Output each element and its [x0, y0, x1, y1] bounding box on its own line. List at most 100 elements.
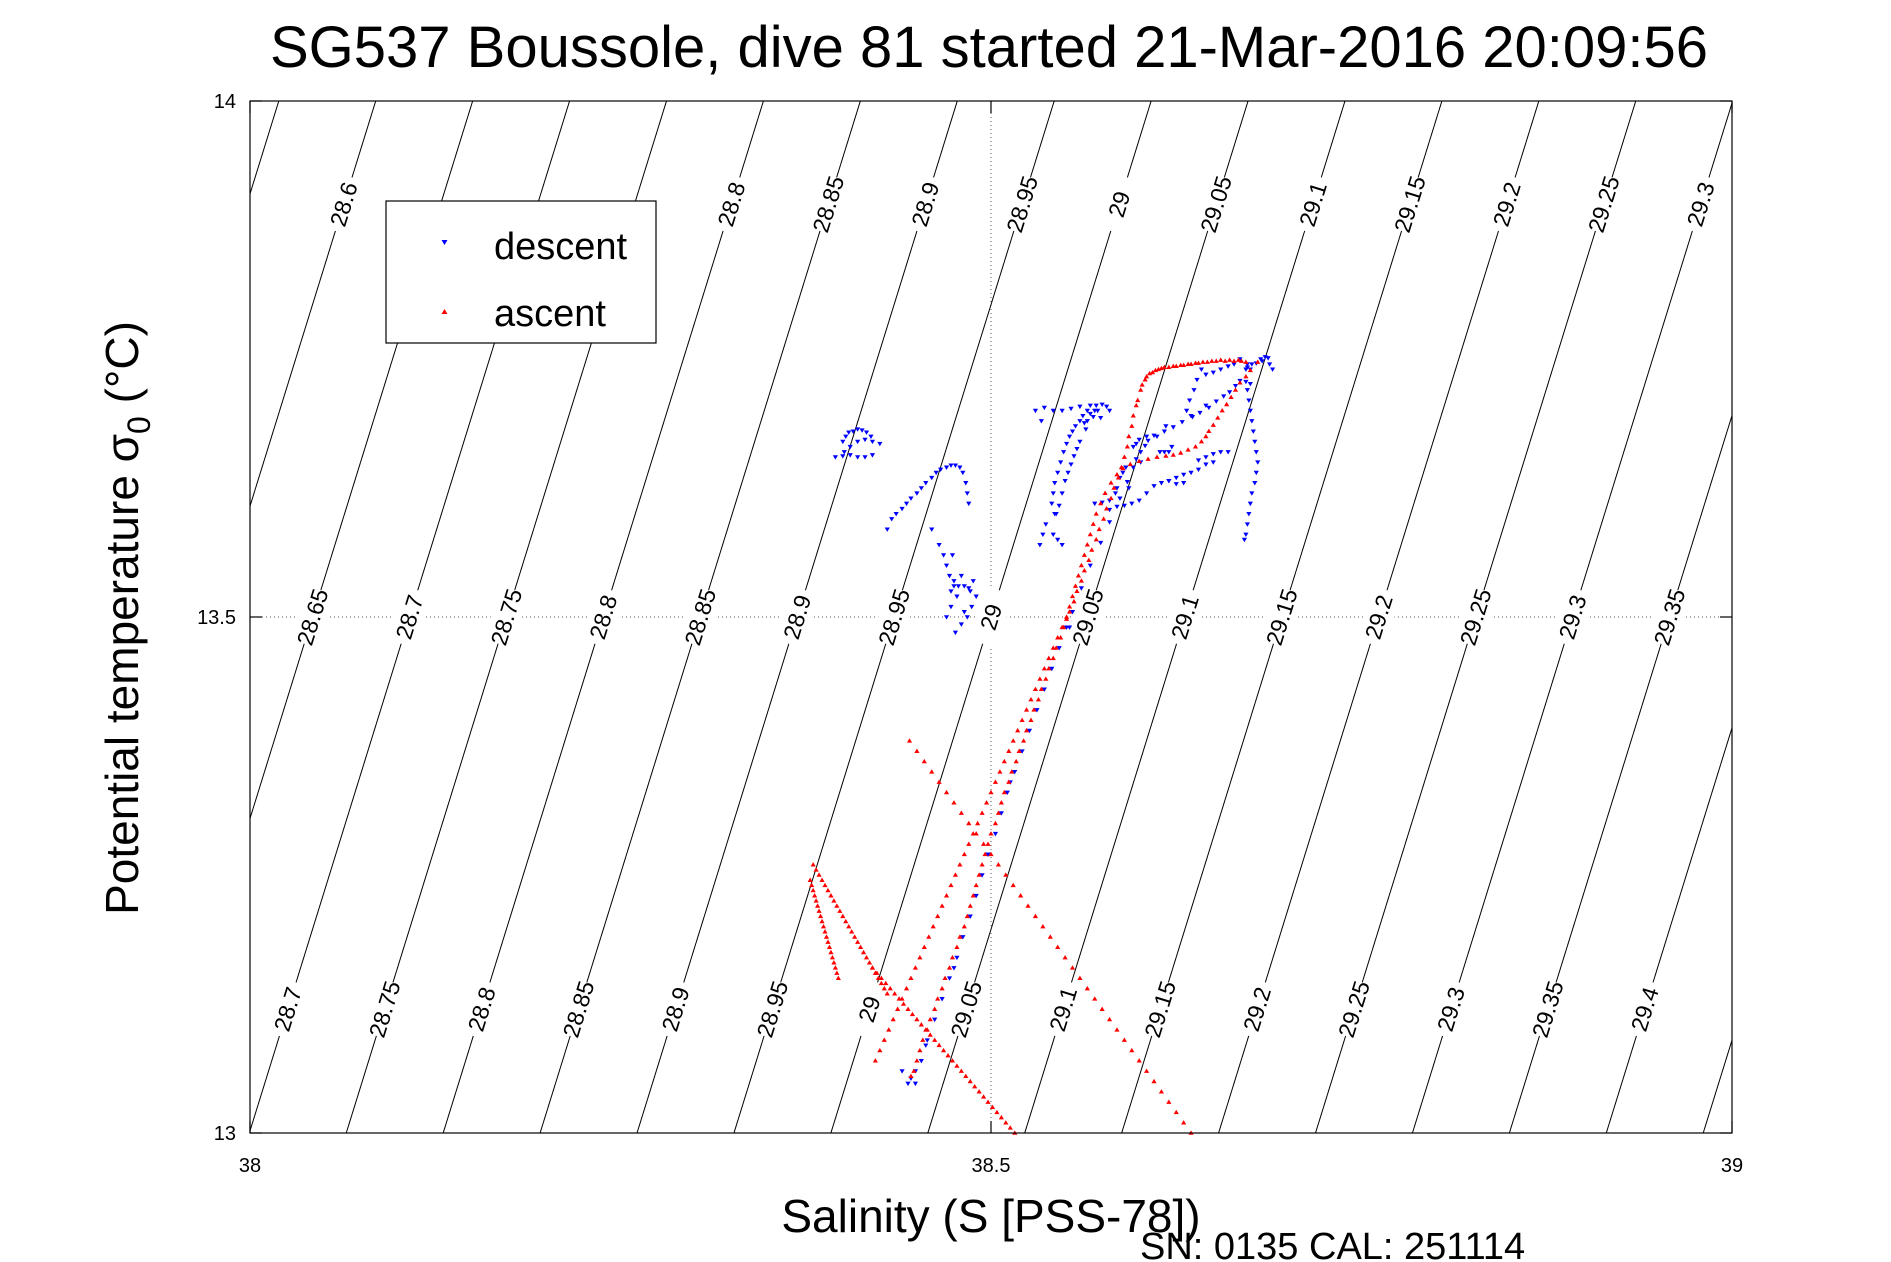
plot-area: 28.628.65 28.728.728.7528.7528.828.828.82… — [249, 100, 1733, 1135]
data-point-ascent — [866, 960, 873, 965]
data-point-ascent — [932, 1037, 938, 1042]
data-point-ascent — [1001, 789, 1007, 795]
data-point-descent — [951, 579, 957, 584]
data-point-ascent — [1144, 1068, 1150, 1073]
contour-label-background — [1525, 977, 1571, 1041]
data-point-ascent — [1046, 655, 1052, 661]
data-point-descent — [855, 427, 861, 432]
data-point-descent — [1195, 458, 1202, 463]
data-point-ascent — [1086, 557, 1092, 563]
data-point-ascent — [1092, 996, 1098, 1001]
data-point-ascent — [1037, 676, 1043, 681]
data-point-descent — [1158, 481, 1165, 486]
data-point-descent — [932, 1017, 938, 1023]
data-point-ascent — [989, 1104, 996, 1109]
contour-label-background — [555, 977, 602, 1041]
data-point-descent — [1056, 646, 1062, 651]
data-point-descent — [1186, 398, 1193, 403]
data-point-ascent — [939, 985, 945, 991]
data-point-descent — [1080, 413, 1086, 419]
data-point-descent — [1019, 749, 1025, 754]
data-point-descent — [1059, 542, 1065, 548]
data-point-ascent — [1204, 359, 1210, 364]
data-point-ascent — [992, 779, 999, 784]
data-point-descent — [1173, 482, 1179, 487]
data-point-ascent — [1019, 717, 1025, 722]
data-point-descent — [1083, 427, 1089, 432]
data-point-descent — [918, 486, 924, 491]
data-point-ascent — [926, 934, 932, 939]
data-point-descent — [1106, 520, 1113, 525]
data-point-descent — [1068, 406, 1074, 412]
data-point-descent — [1249, 362, 1255, 367]
data-point-ascent — [954, 944, 960, 950]
data-point-ascent — [1227, 357, 1233, 362]
data-point-ascent — [816, 872, 822, 877]
contour-label-background — [902, 173, 948, 236]
data-point-descent — [943, 465, 950, 470]
data-point-ascent — [1145, 456, 1151, 461]
data-point-ascent — [810, 862, 816, 867]
data-point-descent — [1069, 610, 1076, 615]
data-point-descent — [948, 604, 954, 610]
data-point-ascent — [908, 1073, 914, 1079]
data-point-ascent — [1185, 447, 1191, 452]
data-point-descent — [1062, 478, 1068, 484]
data-point-ascent — [1010, 738, 1016, 743]
data-point-ascent — [936, 1042, 942, 1048]
data-point-ascent — [1046, 666, 1052, 671]
data-point-descent — [1055, 537, 1061, 543]
data-point-ascent — [1015, 727, 1021, 733]
data-point-descent — [1243, 379, 1249, 385]
data-point-ascent — [914, 748, 920, 753]
data-point-ascent — [1142, 377, 1148, 382]
data-point-ascent — [1215, 415, 1221, 420]
data-point-ascent — [935, 913, 941, 919]
data-point-ascent — [1166, 1099, 1172, 1104]
data-point-descent — [1166, 450, 1172, 455]
data-point-ascent — [983, 800, 990, 805]
data-point-descent — [1050, 408, 1056, 414]
data-point-ascent — [946, 965, 953, 970]
data-point-descent — [1181, 481, 1187, 486]
y-tick-label: 13 — [214, 1123, 236, 1145]
data-point-ascent — [890, 1016, 896, 1022]
data-point-descent — [1136, 437, 1142, 443]
data-point-ascent — [1228, 394, 1234, 399]
data-point-ascent — [1178, 362, 1184, 367]
data-point-descent — [847, 453, 853, 458]
data-point-ascent — [1023, 727, 1030, 733]
data-point-ascent — [1081, 567, 1087, 573]
data-point-descent — [832, 455, 838, 460]
data-point-ascent — [961, 851, 967, 857]
data-point-descent — [1063, 441, 1070, 447]
contour-label-background — [265, 977, 311, 1041]
data-point-ascent — [1243, 359, 1249, 364]
contour-label-background — [321, 173, 367, 236]
data-point-ascent — [840, 913, 846, 919]
data-point-ascent — [1124, 444, 1130, 449]
data-point-descent — [960, 935, 966, 940]
data-point-descent — [992, 831, 999, 837]
data-point-ascent — [1149, 369, 1156, 375]
data-point-descent — [1087, 411, 1093, 417]
data-point-ascent — [935, 996, 941, 1001]
contour-label-background — [1549, 585, 1596, 649]
data-point-ascent — [1231, 358, 1237, 363]
data-point-ascent — [1138, 387, 1144, 392]
legend-label-descent: descent — [494, 226, 628, 268]
data-point-ascent — [976, 872, 982, 877]
contour-label-background — [968, 585, 1014, 649]
contour-label-background — [652, 977, 699, 1041]
data-point-descent — [1157, 450, 1163, 455]
data-point-ascent — [943, 789, 950, 795]
contour-label-background — [289, 585, 336, 649]
data-point-ascent — [1200, 359, 1206, 364]
data-point-descent — [1098, 416, 1104, 421]
data-point-ascent — [994, 1109, 1000, 1115]
contour-label-background — [677, 585, 723, 649]
y-axis-label: Potential temperature σ0 (°C) — [96, 321, 157, 915]
x-tick-label: 38 — [239, 1155, 261, 1177]
data-point-descent — [1203, 372, 1209, 378]
data-point-ascent — [985, 1099, 991, 1104]
